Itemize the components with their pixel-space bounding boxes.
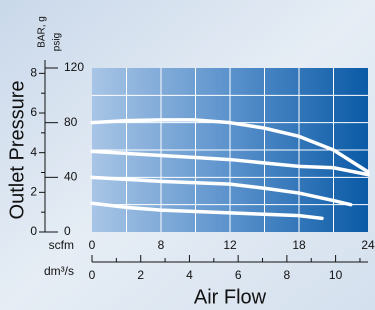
- y-tick-label: 40: [64, 170, 78, 184]
- x-tick-label: 12: [223, 238, 237, 252]
- x2-tick-label: 4: [186, 268, 193, 282]
- x2-tick-label: 0: [89, 268, 96, 282]
- x-axis-title: Air Flow: [194, 286, 267, 308]
- y-tick-label: 80: [64, 115, 78, 129]
- x-tick-label: 18: [292, 238, 306, 252]
- y2-tick-label: 8: [30, 66, 37, 80]
- x-tick-label: 8: [158, 238, 165, 252]
- x-tick-label: 0: [89, 238, 96, 252]
- x2-unit: dm³/s: [44, 264, 74, 278]
- y2-tick-label: 6: [30, 105, 37, 119]
- y2-unit: BAR, g: [37, 16, 48, 48]
- y-axis-title: Outlet Pressure: [6, 81, 28, 220]
- chart: Outlet Pressure Air Flow BAR, g psig scf…: [0, 0, 375, 310]
- y-tick-label: 0: [64, 224, 71, 238]
- x2-tick-label: 10: [329, 268, 343, 282]
- y2-tick-label: 0: [30, 224, 37, 238]
- x2-tick-label: 2: [137, 268, 144, 282]
- x-unit: scfm: [49, 238, 74, 252]
- x-tick-label: 24: [361, 238, 375, 252]
- y2-tick-label: 4: [30, 145, 37, 159]
- x2-tick-label: 6: [235, 268, 242, 282]
- y2-tick-label: 2: [30, 185, 37, 199]
- x2-tick-label: 8: [284, 268, 291, 282]
- y-unit: psig: [52, 33, 63, 51]
- y-tick-label: 120: [64, 60, 84, 74]
